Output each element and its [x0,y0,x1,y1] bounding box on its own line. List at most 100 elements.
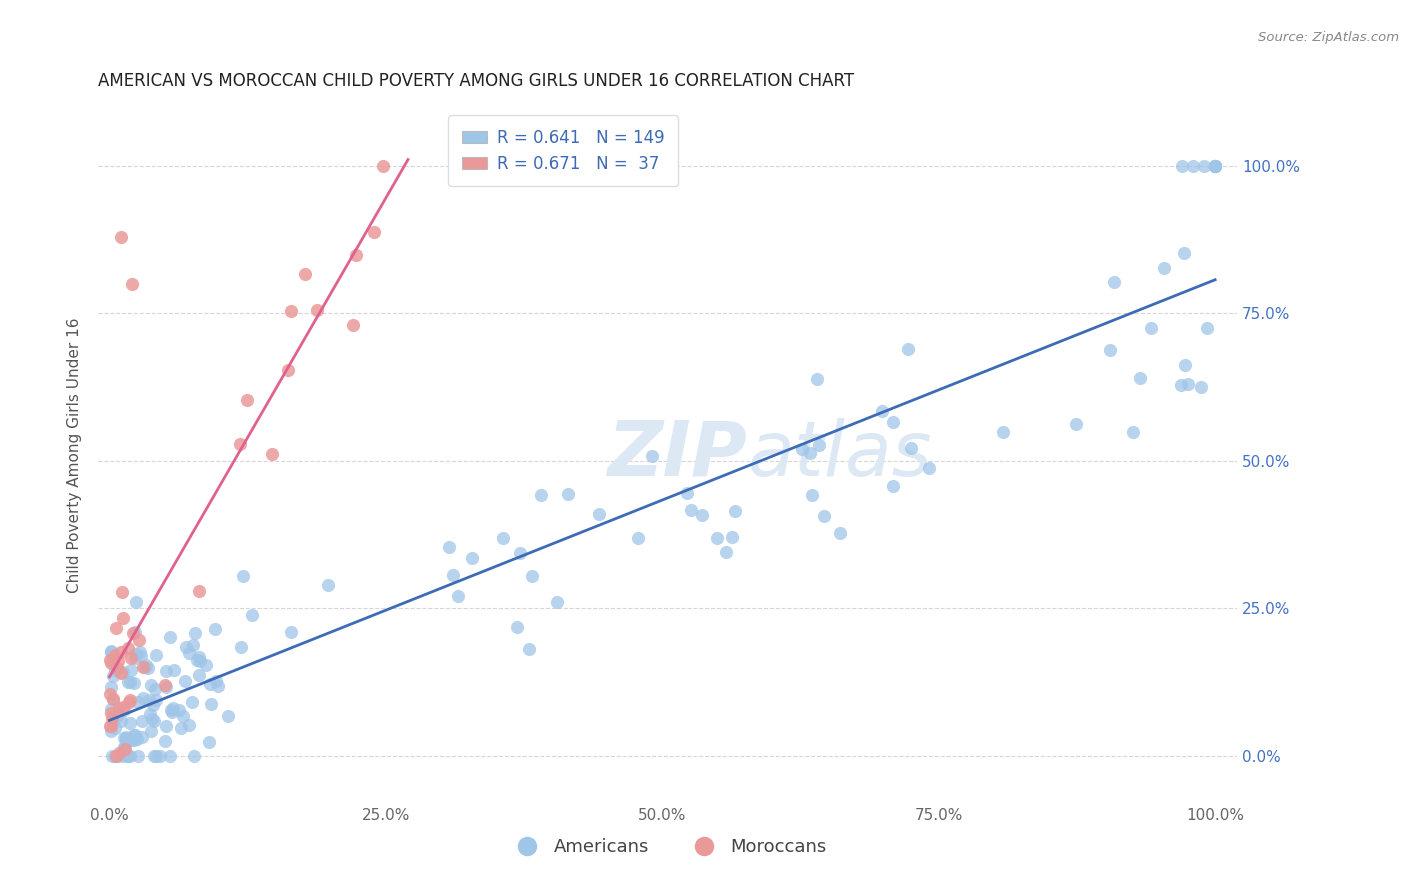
Point [129,645,152,659]
Point [318,578,340,592]
Point [724,503,747,517]
Point [546,594,568,608]
Point [1129,370,1152,384]
Point [142,698,165,712]
Point [808,438,831,452]
Point [120,748,142,763]
Point [897,342,920,356]
Point [155,734,177,748]
Legend: Americans, Moroccans: Americans, Moroccans [502,831,834,863]
Point [145,648,167,662]
Point [101,748,124,763]
Point [145,681,167,696]
Point [134,660,156,674]
Point [505,620,527,634]
Text: Source: ZipAtlas.com: Source: ZipAtlas.com [1258,31,1399,45]
Point [103,721,125,735]
Point [217,709,239,723]
Point [120,732,142,747]
Point [111,665,134,680]
Point [127,748,149,763]
Point [1171,159,1194,173]
Point [110,666,132,681]
Point [104,663,127,677]
Point [101,692,124,706]
Point [111,585,134,599]
Point [125,595,148,609]
Point [101,669,124,683]
Point [122,732,145,747]
Point [692,508,714,523]
Point [1122,425,1144,439]
Point [172,709,194,723]
Point [183,638,205,652]
Point [170,721,193,735]
Point [138,693,160,707]
Point [107,709,129,723]
Point [460,551,482,566]
Text: atlas: atlas [748,418,932,491]
Point [155,719,177,733]
Point [125,647,148,661]
Point [117,675,139,690]
Point [588,507,610,521]
Point [112,703,135,717]
Point [557,487,579,501]
Point [128,633,150,648]
Point [1204,159,1226,173]
Point [236,392,259,407]
Point [118,674,141,689]
Point [1153,260,1175,275]
Point [100,656,122,670]
Point [100,645,122,659]
Point [110,645,132,659]
Point [1204,159,1226,173]
Point [117,641,139,656]
Point [186,652,208,666]
Point [112,741,135,756]
Point [100,711,122,725]
Point [174,640,197,654]
Point [277,362,299,376]
Point [112,700,135,714]
Point [118,695,141,709]
Point [447,589,470,603]
Point [181,695,204,709]
Point [108,746,131,760]
Point [143,748,166,763]
Point [1174,358,1197,372]
Point [184,625,207,640]
Point [194,657,217,672]
Point [131,714,153,729]
Point [1098,343,1121,357]
Point [918,460,941,475]
Point [124,728,146,742]
Point [716,545,738,559]
Point [1204,159,1226,173]
Point [129,648,152,663]
Point [307,303,329,318]
Point [100,706,122,720]
Point [294,267,316,281]
Point [98,719,121,733]
Point [145,693,167,707]
Point [229,437,252,451]
Point [371,159,394,173]
Point [882,479,904,493]
Point [187,650,209,665]
Point [641,449,664,463]
Point [799,446,821,460]
Point [188,654,211,668]
Point [1204,159,1226,173]
Point [198,677,221,691]
Point [110,229,132,244]
Point [991,425,1014,439]
Point [117,748,139,763]
Point [1102,275,1125,289]
Point [100,702,122,716]
Point [187,668,209,682]
Point [124,625,146,640]
Point [1177,376,1199,391]
Point [131,730,153,744]
Point [509,546,531,560]
